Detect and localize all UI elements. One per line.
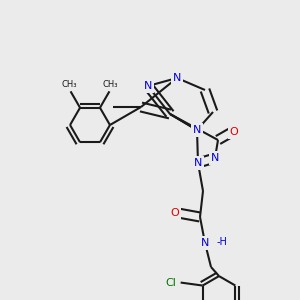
Text: CH₃: CH₃ xyxy=(103,80,118,89)
Text: -H: -H xyxy=(217,237,228,247)
Text: O: O xyxy=(171,208,179,218)
Text: Cl: Cl xyxy=(166,278,177,287)
Text: CH₃: CH₃ xyxy=(62,80,77,89)
Text: N: N xyxy=(193,125,201,135)
Text: O: O xyxy=(230,127,238,137)
Text: N: N xyxy=(201,238,209,248)
Text: N: N xyxy=(173,73,181,83)
Text: N: N xyxy=(194,158,202,168)
Text: N: N xyxy=(211,153,219,163)
Text: N: N xyxy=(144,81,152,91)
